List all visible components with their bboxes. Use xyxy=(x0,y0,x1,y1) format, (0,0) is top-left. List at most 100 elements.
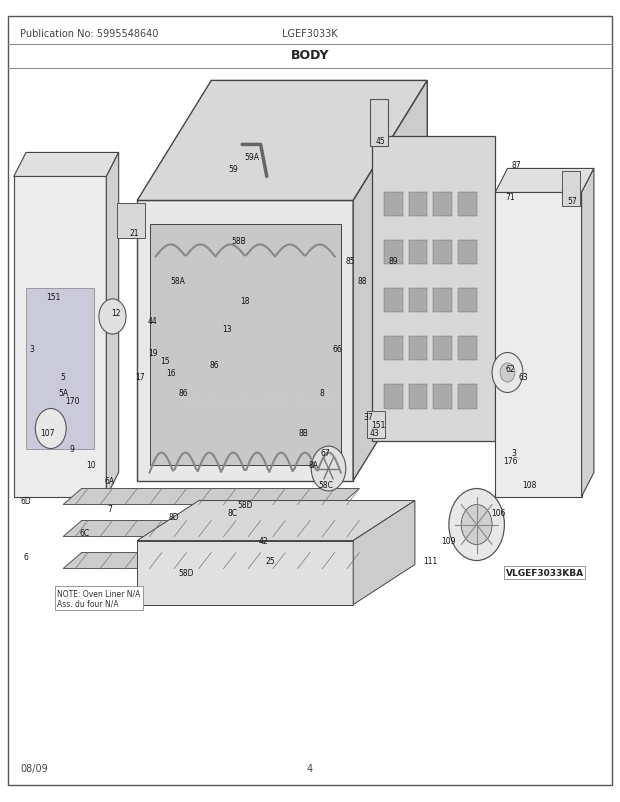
Polygon shape xyxy=(458,337,477,361)
Text: 7: 7 xyxy=(107,504,112,513)
Text: 88: 88 xyxy=(358,277,367,286)
Circle shape xyxy=(99,299,126,334)
Text: 62: 62 xyxy=(506,365,515,374)
Polygon shape xyxy=(458,385,477,409)
Text: 58D: 58D xyxy=(237,500,253,509)
Text: 4: 4 xyxy=(307,763,313,772)
Circle shape xyxy=(492,353,523,393)
Text: 3: 3 xyxy=(30,345,35,354)
Text: 45: 45 xyxy=(376,137,386,146)
Text: 12: 12 xyxy=(111,309,120,318)
Polygon shape xyxy=(137,201,353,481)
Text: 111: 111 xyxy=(423,557,438,565)
Polygon shape xyxy=(495,169,594,193)
Text: 6A: 6A xyxy=(104,476,115,485)
Text: 59: 59 xyxy=(228,164,237,174)
Polygon shape xyxy=(26,289,94,449)
Text: 85: 85 xyxy=(345,257,355,265)
Text: 8C: 8C xyxy=(228,508,238,517)
Text: 106: 106 xyxy=(491,508,505,517)
Text: 17: 17 xyxy=(135,372,145,382)
Polygon shape xyxy=(433,385,452,409)
Text: 86: 86 xyxy=(210,361,219,370)
Text: 9: 9 xyxy=(70,444,75,453)
Polygon shape xyxy=(14,177,106,497)
FancyBboxPatch shape xyxy=(371,99,388,147)
Text: 08/09: 08/09 xyxy=(20,763,48,772)
FancyBboxPatch shape xyxy=(117,204,144,239)
Text: 44: 44 xyxy=(148,317,157,326)
Text: VLGEF3033KBA: VLGEF3033KBA xyxy=(505,569,583,577)
Text: 21: 21 xyxy=(130,229,139,237)
Polygon shape xyxy=(353,501,415,605)
Text: 6: 6 xyxy=(24,553,29,561)
Polygon shape xyxy=(106,153,118,497)
Text: 18: 18 xyxy=(241,297,250,306)
Text: 151: 151 xyxy=(371,420,385,430)
Text: NOTE: Oven Liner N/A
Ass. du four N/A: NOTE: Oven Liner N/A Ass. du four N/A xyxy=(57,589,140,608)
Text: 8B: 8B xyxy=(299,428,309,437)
Polygon shape xyxy=(433,241,452,265)
Text: 89: 89 xyxy=(389,257,398,265)
Text: 59A: 59A xyxy=(244,152,259,162)
Polygon shape xyxy=(353,81,427,481)
Text: 43: 43 xyxy=(370,428,379,437)
Text: 71: 71 xyxy=(506,192,515,201)
Circle shape xyxy=(311,447,346,492)
Polygon shape xyxy=(372,137,495,441)
Text: 107: 107 xyxy=(40,428,55,437)
Polygon shape xyxy=(137,541,353,605)
Text: 8: 8 xyxy=(320,388,325,398)
Text: 58C: 58C xyxy=(318,480,333,489)
Text: 63: 63 xyxy=(518,372,528,382)
Polygon shape xyxy=(63,489,360,505)
Polygon shape xyxy=(149,225,341,465)
Polygon shape xyxy=(409,385,427,409)
Text: 6C: 6C xyxy=(79,529,90,537)
Text: 3: 3 xyxy=(512,448,516,457)
Polygon shape xyxy=(409,241,427,265)
Text: 37: 37 xyxy=(364,412,373,422)
Polygon shape xyxy=(495,193,582,497)
Text: 66: 66 xyxy=(333,345,343,354)
FancyBboxPatch shape xyxy=(368,411,385,439)
Text: 170: 170 xyxy=(65,396,79,406)
Polygon shape xyxy=(458,193,477,217)
Polygon shape xyxy=(384,289,402,313)
Text: BODY: BODY xyxy=(291,50,329,63)
Polygon shape xyxy=(63,520,360,537)
Polygon shape xyxy=(433,193,452,217)
Polygon shape xyxy=(409,193,427,217)
Polygon shape xyxy=(63,553,360,569)
Text: 8D: 8D xyxy=(169,512,180,521)
Text: 86: 86 xyxy=(179,388,188,398)
Polygon shape xyxy=(384,193,402,217)
Polygon shape xyxy=(137,81,427,201)
Text: Publication No: 5995548640: Publication No: 5995548640 xyxy=(20,30,158,39)
Text: 58D: 58D xyxy=(179,569,194,577)
Text: 19: 19 xyxy=(148,349,157,358)
Text: 8A: 8A xyxy=(308,460,318,469)
Text: 176: 176 xyxy=(503,456,518,465)
Polygon shape xyxy=(458,241,477,265)
Polygon shape xyxy=(137,501,415,541)
Text: 109: 109 xyxy=(441,537,456,545)
Text: 151: 151 xyxy=(46,293,61,302)
Text: 57: 57 xyxy=(567,196,577,205)
Text: 42: 42 xyxy=(259,537,268,545)
Text: 58A: 58A xyxy=(170,277,185,286)
Text: 108: 108 xyxy=(522,480,536,489)
Text: 25: 25 xyxy=(265,557,275,565)
Text: 13: 13 xyxy=(222,325,231,334)
Polygon shape xyxy=(433,337,452,361)
Text: 5: 5 xyxy=(61,372,66,382)
Text: LGEF3033K: LGEF3033K xyxy=(282,30,338,39)
Circle shape xyxy=(500,363,515,383)
FancyBboxPatch shape xyxy=(562,172,580,207)
Text: 58B: 58B xyxy=(232,237,246,245)
Polygon shape xyxy=(582,169,594,497)
Polygon shape xyxy=(384,385,402,409)
Polygon shape xyxy=(384,241,402,265)
Text: 5A: 5A xyxy=(58,388,68,398)
Circle shape xyxy=(35,409,66,449)
